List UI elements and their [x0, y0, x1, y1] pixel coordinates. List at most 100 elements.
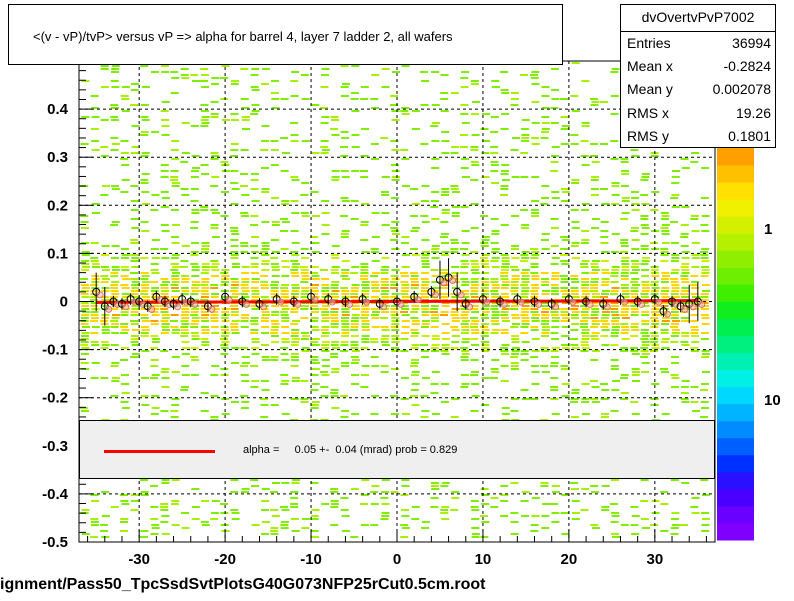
- histogram-cell: [670, 356, 679, 358]
- histogram-cell: [160, 509, 169, 511]
- histogram-cell: [680, 245, 689, 247]
- histogram-cell: [140, 278, 149, 280]
- histogram-cell: [310, 518, 319, 520]
- histogram-cell: [400, 377, 409, 379]
- histogram-cell: [340, 95, 349, 97]
- histogram-cell: [351, 170, 360, 172]
- histogram-cell: [270, 290, 279, 292]
- histogram-cell: [201, 248, 210, 250]
- histogram-cell: [380, 293, 389, 295]
- histogram-cell: [541, 290, 550, 292]
- histogram-cell: [581, 278, 590, 280]
- histogram-cell: [411, 332, 420, 334]
- histogram-cell: [210, 266, 219, 268]
- histogram-cell: [171, 479, 180, 481]
- histogram-cell: [150, 248, 159, 250]
- histogram-cell: [650, 209, 659, 211]
- histogram-cell: [230, 323, 239, 325]
- histogram-cell: [490, 164, 499, 166]
- histogram-cell: [660, 530, 669, 532]
- histogram-cell: [171, 254, 180, 256]
- histogram-cell: [590, 155, 599, 157]
- histogram-cell: [291, 179, 300, 181]
- histogram-cell: [340, 215, 349, 217]
- histogram-cell: [470, 500, 479, 502]
- histogram-cell: [400, 275, 409, 277]
- histogram-cell: [290, 356, 299, 358]
- histogram-cell: [521, 308, 530, 310]
- histogram-cell: [261, 254, 270, 256]
- histogram-cell: [680, 266, 689, 268]
- histogram-cell: [640, 218, 649, 220]
- histogram-cell: [231, 188, 240, 190]
- histogram-cell: [360, 293, 369, 295]
- histogram-cell: [290, 344, 299, 346]
- histogram-cell: [140, 491, 149, 493]
- histogram-cell: [511, 278, 520, 280]
- histogram-cell: [500, 329, 509, 331]
- histogram-cell: [370, 524, 379, 526]
- histogram-cell: [190, 254, 199, 256]
- histogram-cell: [461, 242, 470, 244]
- histogram-cell: [500, 332, 509, 334]
- histogram-cell: [101, 278, 110, 280]
- histogram-cell: [251, 110, 260, 112]
- stats-box: dvOvertvPvP7002 Entries 36994 Mean x -0.…: [620, 4, 776, 148]
- profile-point-alt: [449, 277, 456, 284]
- histogram-cell: [310, 482, 319, 484]
- histogram-cell: [151, 296, 160, 298]
- histogram-cell: [661, 275, 670, 277]
- histogram-cell: [131, 266, 140, 268]
- histogram-cell: [631, 515, 640, 517]
- histogram-cell: [410, 215, 419, 217]
- histogram-cell: [490, 368, 499, 370]
- histogram-cell: [120, 275, 129, 277]
- histogram-cell: [250, 179, 259, 181]
- histogram-cell: [620, 323, 629, 325]
- histogram-cell: [130, 290, 139, 292]
- histogram-cell: [360, 86, 369, 88]
- histogram-cell: [550, 245, 559, 247]
- histogram-cell: [81, 308, 90, 310]
- histogram-cell: [620, 260, 629, 262]
- histogram-cell: [481, 266, 490, 268]
- profile-point-alt: [483, 298, 491, 306]
- histogram-cell: [320, 122, 329, 124]
- histogram-cell: [181, 245, 190, 247]
- histogram-cell: [460, 314, 469, 316]
- histogram-cell: [91, 203, 100, 205]
- histogram-cell: [381, 344, 390, 346]
- histogram-cell: [661, 224, 670, 226]
- histogram-cell: [220, 77, 229, 79]
- histogram-cell: [160, 320, 169, 322]
- histogram-cell: [510, 104, 519, 106]
- histogram-cell: [171, 158, 180, 160]
- histogram-cell: [170, 263, 179, 265]
- histogram-cell: [700, 254, 709, 256]
- histogram-cell: [700, 197, 709, 199]
- histogram-cell: [430, 482, 439, 484]
- histogram-cell: [560, 98, 569, 100]
- histogram-cell: [141, 86, 150, 88]
- histogram-cell: [231, 320, 240, 322]
- histogram-cell: [670, 260, 679, 262]
- histogram-cell: [120, 158, 129, 160]
- histogram-cell: [450, 326, 459, 328]
- histogram-cell: [261, 332, 270, 334]
- histogram-cell: [560, 248, 569, 250]
- histogram-cell: [271, 515, 280, 517]
- histogram-cell: [601, 389, 610, 391]
- histogram-cell: [640, 293, 649, 295]
- histogram-cell: [531, 338, 540, 340]
- histogram-cell: [180, 293, 189, 295]
- histogram-cell: [310, 389, 319, 391]
- histogram-cell: [261, 125, 270, 127]
- histogram-cell: [621, 266, 630, 268]
- profile-point-alt: [698, 301, 706, 308]
- histogram-cell: [91, 281, 100, 283]
- histogram-cell: [460, 305, 469, 307]
- histogram-cell: [240, 293, 249, 295]
- histogram-cell: [111, 293, 120, 295]
- histogram-cell: [191, 335, 200, 337]
- y-axis-tick-label: 0.3: [47, 149, 68, 166]
